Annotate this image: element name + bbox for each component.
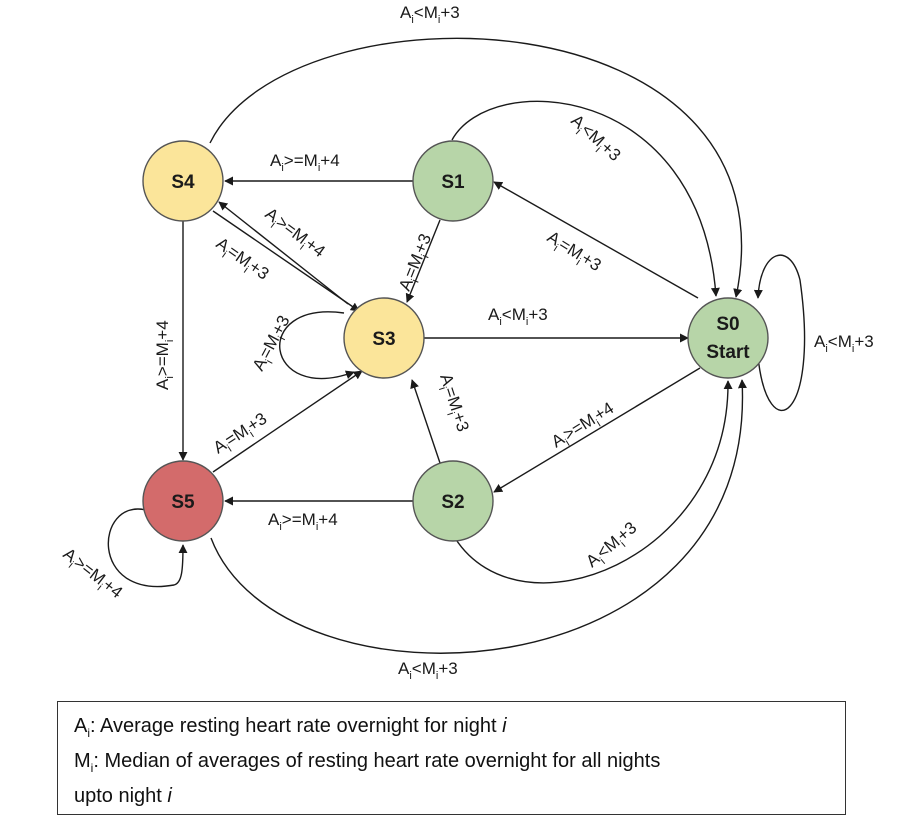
edge-s2-s0 (454, 380, 733, 584)
edge-s1-s3 (405, 219, 441, 303)
edge-label-s0-s2: Ai>=Mi+4 (548, 398, 619, 454)
legend-m-line2: upto night (74, 785, 168, 807)
legend-line-m: Mi: Median of averages of resting heart … (74, 747, 829, 782)
edge-label-s3-s0: Ai<Mi+3 (488, 305, 548, 328)
state-s3: S3 (343, 297, 425, 379)
legend-m-var: M (74, 750, 91, 772)
legend-m-end: i (167, 785, 172, 807)
edge-label-s2-s5: Ai>=Mi+4 (268, 510, 338, 533)
state-s0-circle (687, 297, 769, 379)
edge-s0-s1 (493, 181, 699, 299)
legend-a-text: : Average resting heart rate overnight f… (90, 715, 503, 737)
edge-s4-s0 (209, 37, 743, 298)
edge-label-s1-s0: Ai<Mi+3 (565, 111, 625, 168)
edge-s5-s3 (212, 370, 363, 473)
legend-line-a: Ai: Average resting heart rate overnight… (74, 712, 829, 747)
edge-s0-s2 (493, 367, 701, 493)
edge-label-s3-s3: Ai=Mi+3 (249, 312, 297, 376)
state-s0: S0 Start (687, 297, 769, 379)
state-s3-circle (343, 297, 425, 379)
state-s3-label: S3 (372, 329, 395, 350)
edge-s2-s3 (410, 379, 441, 464)
edge-s3-s3 (279, 311, 355, 380)
state-diagram: S0 Start S1 S2 S3 S4 S5 Ai<Mi+3 Ai<Mi (57, 3, 874, 682)
edge-s0-s0 (753, 254, 806, 412)
legend-a-end: i (502, 715, 507, 737)
edge-label-s3-s4: Ai>=Mi+4 (259, 204, 328, 264)
legend-a-var: A (74, 715, 88, 737)
legend-a-sub: i (87, 726, 91, 740)
state-s5-label: S5 (171, 492, 195, 513)
edge-label-s0-s1: Ai=Mi+3 (542, 227, 605, 278)
edge-label-s1-s4: Ai>=Mi+4 (270, 151, 340, 174)
state-s2: S2 (412, 460, 494, 542)
state-s0-label: S0 (716, 314, 739, 335)
edge-s3-s4 (218, 201, 349, 305)
edge-label-s0-s0: Ai<Mi+3 (814, 332, 874, 355)
edge-label-s4-s5: Ai>=Mi+4 (153, 320, 176, 390)
state-s1-circle (412, 140, 494, 222)
edge-label-s5-s0: Ai<Mi+3 (398, 659, 458, 682)
edge-label-s2-s0: Ai<Mi+3 (582, 518, 643, 574)
state-s2-label: S2 (441, 492, 464, 513)
edge-label-s4-s0: Ai<Mi+3 (400, 3, 460, 26)
legend-line-m2: upto night i (74, 782, 829, 810)
edge-s5-s5 (107, 508, 188, 588)
legend-m-text: : Median of averages of resting heart ra… (93, 750, 661, 772)
state-s1: S1 (412, 140, 494, 222)
state-s0-sublabel: Start (706, 342, 750, 363)
edge-s5-s0 (210, 379, 747, 654)
edge-label-s1-s3: Ai=Mi+3 (395, 231, 439, 295)
edge-s1-s0 (451, 100, 720, 297)
legend-m-sub: i (90, 761, 94, 775)
edge-label-s2-s3: Ai=Mi+3 (432, 371, 472, 435)
state-s1-label: S1 (441, 172, 465, 193)
edge-label-s5-s5: Ai>=Mi+4 (57, 544, 126, 605)
state-s5: S5 (142, 460, 224, 542)
state-s4-label: S4 (171, 172, 195, 193)
state-s4-circle (142, 140, 224, 222)
state-s4: S4 (142, 140, 224, 222)
state-s5-circle (142, 460, 224, 542)
edge-label-s4-s3: Ai=Mi+3 (210, 234, 272, 287)
state-s2-circle (412, 460, 494, 542)
edge-s4-s3 (212, 210, 360, 312)
legend-box: Ai: Average resting heart rate overnight… (57, 701, 846, 815)
